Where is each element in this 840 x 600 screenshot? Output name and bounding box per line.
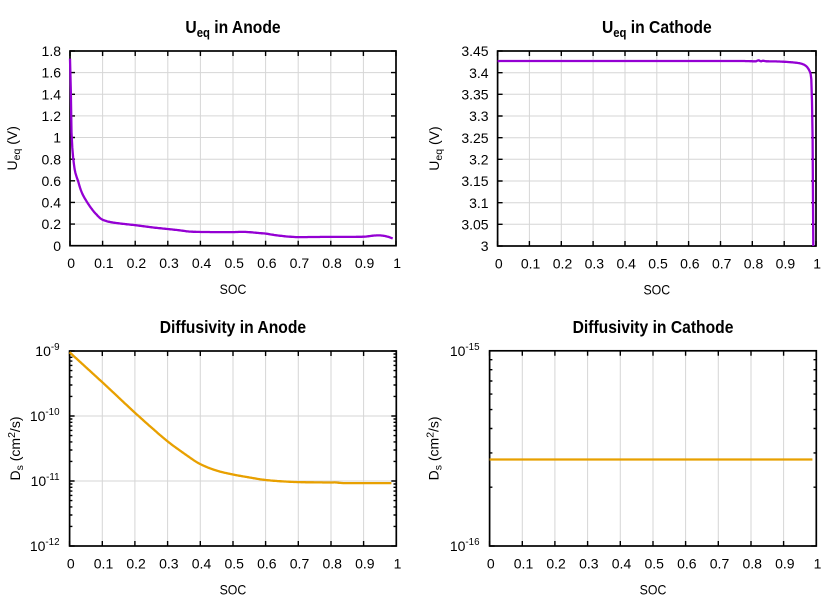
svg-text:Ds (cm2/s): Ds (cm2/s) — [6, 417, 26, 481]
svg-text:3.25: 3.25 — [461, 130, 488, 146]
svg-text:1: 1 — [53, 130, 61, 146]
svg-text:0.2: 0.2 — [126, 555, 146, 571]
svg-text:1.8: 1.8 — [42, 43, 62, 59]
svg-text:0.2: 0.2 — [42, 216, 62, 232]
svg-text:1: 1 — [394, 555, 402, 571]
svg-text:Diffusivity in Anode: Diffusivity in Anode — [160, 317, 306, 337]
svg-text:0.4: 0.4 — [192, 555, 212, 571]
svg-text:0.3: 0.3 — [579, 555, 599, 571]
svg-text:3.15: 3.15 — [461, 173, 488, 189]
svg-text:3.3: 3.3 — [469, 108, 489, 124]
svg-text:0.3: 0.3 — [585, 255, 605, 271]
svg-text:0.5: 0.5 — [224, 555, 244, 571]
svg-text:0.7: 0.7 — [712, 255, 732, 271]
svg-text:0.6: 0.6 — [257, 255, 277, 271]
svg-text:0: 0 — [67, 555, 75, 571]
svg-text:0.5: 0.5 — [224, 255, 244, 271]
svg-text:0.2: 0.2 — [127, 255, 147, 271]
svg-text:0.9: 0.9 — [355, 255, 375, 271]
svg-text:1: 1 — [813, 255, 821, 271]
svg-text:SOC: SOC — [640, 582, 667, 598]
svg-text:Ueq in Anode: Ueq in Anode — [185, 17, 280, 40]
svg-text:0.4: 0.4 — [42, 195, 62, 211]
svg-text:0.1: 0.1 — [521, 255, 541, 271]
svg-text:0.6: 0.6 — [42, 173, 62, 189]
svg-text:0.4: 0.4 — [192, 255, 212, 271]
svg-text:0.1: 0.1 — [94, 555, 114, 571]
svg-text:0.8: 0.8 — [744, 255, 764, 271]
svg-text:0.5: 0.5 — [644, 555, 664, 571]
svg-text:0: 0 — [487, 555, 495, 571]
svg-text:0.8: 0.8 — [742, 555, 762, 571]
svg-text:0.9: 0.9 — [776, 255, 796, 271]
svg-text:0.5: 0.5 — [648, 255, 668, 271]
svg-text:0.8: 0.8 — [42, 151, 62, 167]
svg-text:1.2: 1.2 — [42, 108, 62, 124]
svg-text:0.6: 0.6 — [257, 555, 277, 571]
svg-text:3: 3 — [481, 238, 489, 254]
svg-text:0.4: 0.4 — [616, 255, 636, 271]
svg-text:1: 1 — [814, 555, 822, 571]
svg-text:0.2: 0.2 — [553, 255, 573, 271]
svg-text:0: 0 — [495, 255, 503, 271]
svg-text:SOC: SOC — [643, 282, 670, 298]
svg-text:0.7: 0.7 — [290, 255, 310, 271]
svg-text:0.1: 0.1 — [514, 555, 534, 571]
svg-text:0.4: 0.4 — [612, 555, 632, 571]
svg-text:0.2: 0.2 — [546, 555, 566, 571]
svg-text:3.2: 3.2 — [469, 151, 489, 167]
svg-text:0.7: 0.7 — [710, 555, 730, 571]
svg-text:3.4: 3.4 — [469, 65, 489, 81]
svg-text:0.6: 0.6 — [680, 255, 700, 271]
svg-text:0.1: 0.1 — [94, 255, 114, 271]
svg-text:Ueq in Cathode: Ueq in Cathode — [602, 17, 712, 40]
svg-text:1: 1 — [393, 255, 401, 271]
svg-text:3.1: 3.1 — [469, 195, 489, 211]
svg-text:1.6: 1.6 — [42, 65, 62, 81]
svg-text:SOC: SOC — [220, 281, 247, 297]
svg-text:Ds (cm2/s): Ds (cm2/s) — [425, 416, 445, 480]
svg-text:0.6: 0.6 — [677, 555, 697, 571]
svg-text:3.05: 3.05 — [461, 216, 488, 232]
svg-text:0.3: 0.3 — [159, 555, 179, 571]
svg-text:0.3: 0.3 — [159, 255, 179, 271]
svg-text:Diffusivity in Cathode: Diffusivity in Cathode — [573, 317, 734, 337]
svg-text:0.9: 0.9 — [355, 555, 375, 571]
svg-text:0: 0 — [67, 255, 75, 271]
svg-text:0.9: 0.9 — [775, 555, 795, 571]
svg-text:3.35: 3.35 — [461, 86, 488, 102]
svg-text:0: 0 — [53, 238, 61, 254]
svg-text:0.8: 0.8 — [322, 555, 342, 571]
svg-text:0.7: 0.7 — [290, 555, 310, 571]
svg-text:0.8: 0.8 — [322, 255, 342, 271]
svg-text:SOC: SOC — [220, 582, 247, 598]
svg-text:3.45: 3.45 — [461, 43, 488, 59]
svg-text:1.4: 1.4 — [42, 86, 62, 102]
